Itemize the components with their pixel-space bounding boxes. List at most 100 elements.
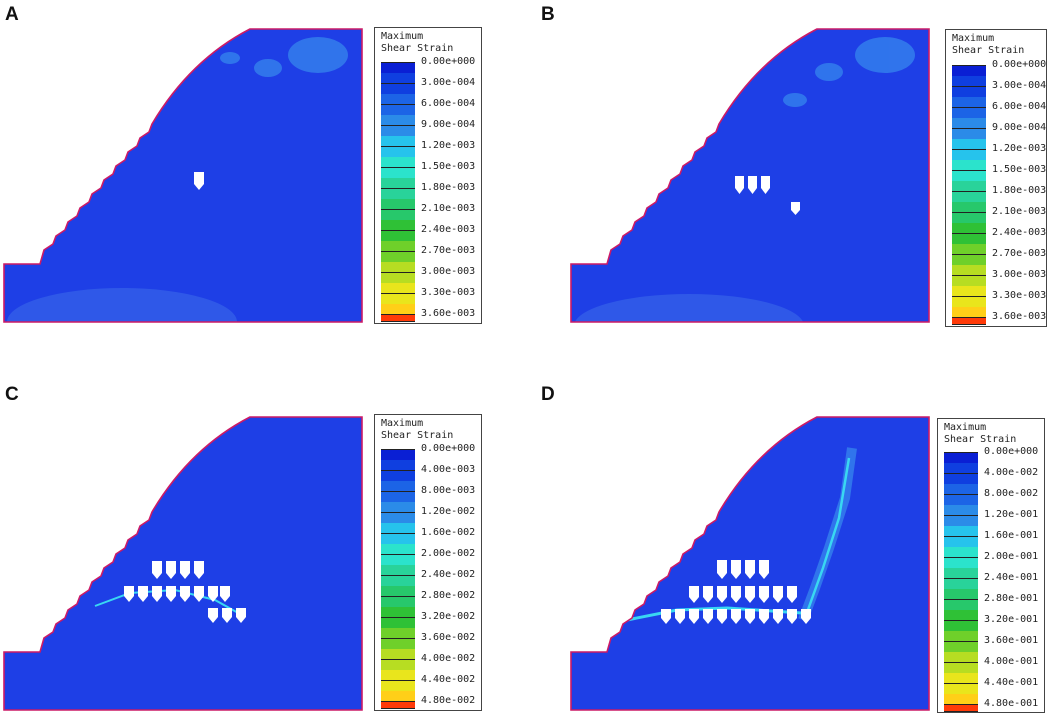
legend-row: 3.00e-004 [952, 80, 1046, 107]
legend-tick-label: 2.10e-003 [992, 206, 1047, 217]
legend-row: 2.10e-003 [952, 206, 1046, 233]
legend-row: 6.00e-004 [952, 101, 1046, 128]
legend-tick-label: 4.00e-003 [421, 464, 476, 475]
excavation-opening [180, 586, 190, 602]
excavation-opening [689, 609, 699, 624]
legend-tick-label: 1.20e-003 [421, 140, 476, 151]
legend-swatch [381, 470, 415, 491]
legend-row: 9.00e-004 [952, 122, 1046, 149]
legend-row: 3.20e-001 [944, 614, 1038, 641]
legend-title: Maximum Shear Strain [381, 31, 454, 54]
legend-tick-label: 4.40e-002 [421, 674, 476, 685]
legend-tick-label: 1.60e-001 [984, 530, 1039, 541]
legend-tick-label: 9.00e-004 [992, 122, 1047, 133]
legend-swatch [381, 188, 415, 209]
excavation-opening [689, 586, 699, 603]
legend-swatch [952, 254, 986, 275]
excavation-opening [759, 586, 769, 603]
legend-tick-label: 1.20e-001 [984, 509, 1039, 520]
legend-swatch [381, 146, 415, 167]
legend-a: Maximum Shear Strain 0.00e+000 3.00e-004 6… [374, 27, 482, 324]
legend-title: Maximum Shear Strain [381, 418, 454, 441]
legend-swatch [952, 107, 986, 128]
legend-tick-label: 8.00e-003 [421, 485, 476, 496]
excavation-opening [717, 560, 727, 579]
legend-row: 3.00e-003 [381, 266, 475, 293]
legend-row: 4.40e-001 [944, 677, 1038, 704]
legend-tick-label: 2.40e-003 [421, 224, 476, 235]
excavation-opening [787, 609, 797, 624]
legend-tick-label: 6.00e-004 [992, 101, 1047, 112]
panel-label-d: D [541, 384, 555, 405]
excavation-opening [194, 561, 204, 579]
legend-row: 1.20e-002 [381, 506, 475, 533]
excavation-opening [661, 609, 671, 624]
legend-row: 1.50e-003 [381, 161, 475, 188]
legend-swatch [381, 491, 415, 512]
legend-row: 2.40e-003 [381, 224, 475, 251]
legend-swatch [944, 683, 978, 704]
legend-row: 4.00e-001 [944, 656, 1038, 683]
excavation-opening [208, 608, 218, 623]
legend-row: 1.20e-001 [944, 509, 1038, 536]
excavation-openings [194, 172, 204, 190]
legend-tick-label: 6.00e-004 [421, 98, 476, 109]
legend-swatch [944, 641, 978, 662]
legend-row: 3.00e-003 [952, 269, 1046, 296]
legend-tick-label: 1.20e-002 [421, 506, 476, 517]
legend-tick-label: 3.00e-003 [992, 269, 1047, 280]
excavation-opening [194, 586, 204, 602]
excavation-opening [731, 560, 741, 579]
legend-row: 2.70e-003 [952, 248, 1046, 275]
legend-swatch [381, 659, 415, 680]
legend-row: 4.80e-002 [381, 695, 475, 722]
excavation-openings [124, 561, 246, 623]
legend-tick-label: 3.30e-003 [992, 290, 1047, 301]
legend-swatch [952, 86, 986, 107]
legend-row: 8.00e-002 [944, 488, 1038, 515]
legend-tick-label: 4.80e-002 [421, 695, 476, 706]
excavation-opening [787, 586, 797, 603]
legend-swatch [381, 272, 415, 293]
legend-row: 3.60e-003 [952, 311, 1046, 338]
excavation-opening [152, 586, 162, 602]
legend-tick-label: 1.20e-003 [992, 143, 1047, 154]
legend-swatch [381, 701, 415, 709]
legend-swatch [952, 170, 986, 191]
legend-b: Maximum Shear Strain 0.00e+000 3.00e-004 6… [945, 29, 1047, 327]
legend-row: 0.00e+000 [944, 446, 1038, 473]
legend-tick-label: 1.50e-003 [421, 161, 476, 172]
legend-row: 0.00e+000 [381, 443, 475, 470]
excavation-opening [138, 586, 148, 602]
legend-tick-label: 2.40e-003 [992, 227, 1047, 238]
legend-tick-label: 9.00e-004 [421, 119, 476, 130]
legend-tick-label: 4.00e-002 [984, 467, 1039, 478]
legend-tick-label: 3.20e-001 [984, 614, 1039, 625]
legend-row: 2.40e-002 [381, 569, 475, 596]
legend-swatch [381, 554, 415, 575]
excavation-opening [717, 609, 727, 624]
excavation-opening [220, 586, 230, 602]
legend-d: Maximum Shear Strain 0.00e+000 4.00e-002 8… [937, 418, 1045, 713]
legend-c: Maximum Shear Strain 0.00e+000 4.00e-003 8… [374, 414, 482, 711]
legend-swatch [952, 191, 986, 212]
legend-row: 1.50e-003 [952, 164, 1046, 191]
legend-tick-label: 0.00e+000 [421, 443, 476, 454]
excavation-opening [731, 609, 741, 624]
legend-tick-label: 4.80e-001 [984, 698, 1039, 709]
legend-tick-label: 3.60e-001 [984, 635, 1039, 646]
legend-swatch [952, 149, 986, 170]
legend-row: 3.60e-001 [944, 635, 1038, 662]
legend-row: 4.00e-003 [381, 464, 475, 491]
excavation-openings [661, 560, 811, 624]
excavation-opening [773, 609, 783, 624]
excavation-opening [166, 586, 176, 602]
excavation-opening [717, 586, 727, 603]
slope-model-a [3, 28, 363, 323]
legend-swatch [944, 599, 978, 620]
legend-swatch [381, 575, 415, 596]
legend-swatch [944, 473, 978, 494]
legend-swatch [381, 512, 415, 533]
legend-row: 4.40e-002 [381, 674, 475, 701]
legend-tick-label: 3.60e-002 [421, 632, 476, 643]
